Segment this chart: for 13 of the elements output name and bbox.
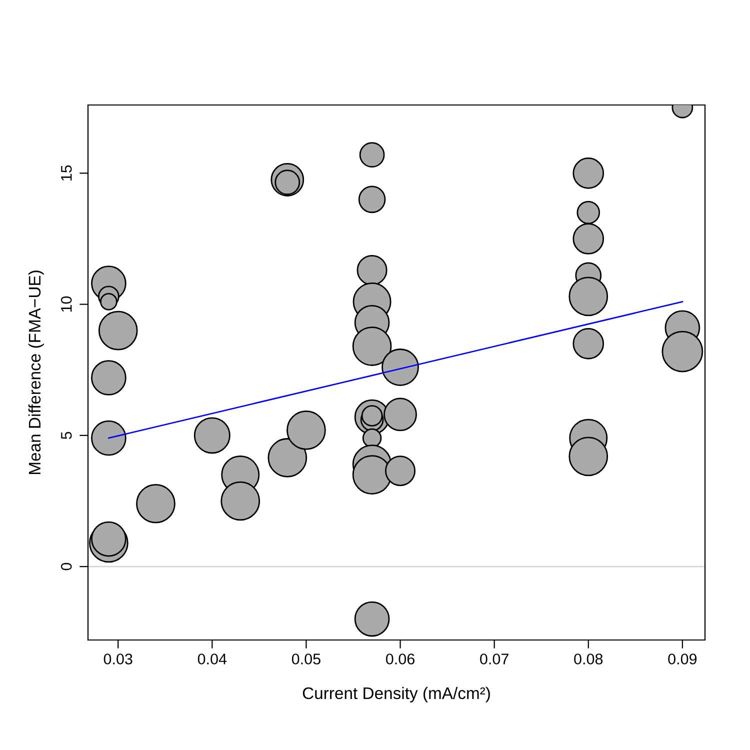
x-tick-label: 0.09 [668,654,697,664]
x-tick-label: 0.06 [386,654,414,664]
x-tick-label: 0.04 [198,654,227,664]
x-axis-title: Current Density (mA/cm²) [302,686,490,702]
y-tick-label: 15 [61,165,72,181]
x-tick-label: 0.08 [574,654,603,664]
x-tick-label: 0.07 [480,654,508,664]
y-tick-label: 0 [60,562,72,570]
x-tick-label: 0.05 [292,654,320,664]
y-tick-label: 10 [60,296,72,312]
y-tick-label: 5 [61,432,72,440]
x-tick-label: 0.03 [104,654,132,664]
y-axis-title: Mean Difference (FMA−UE) [28,270,44,474]
